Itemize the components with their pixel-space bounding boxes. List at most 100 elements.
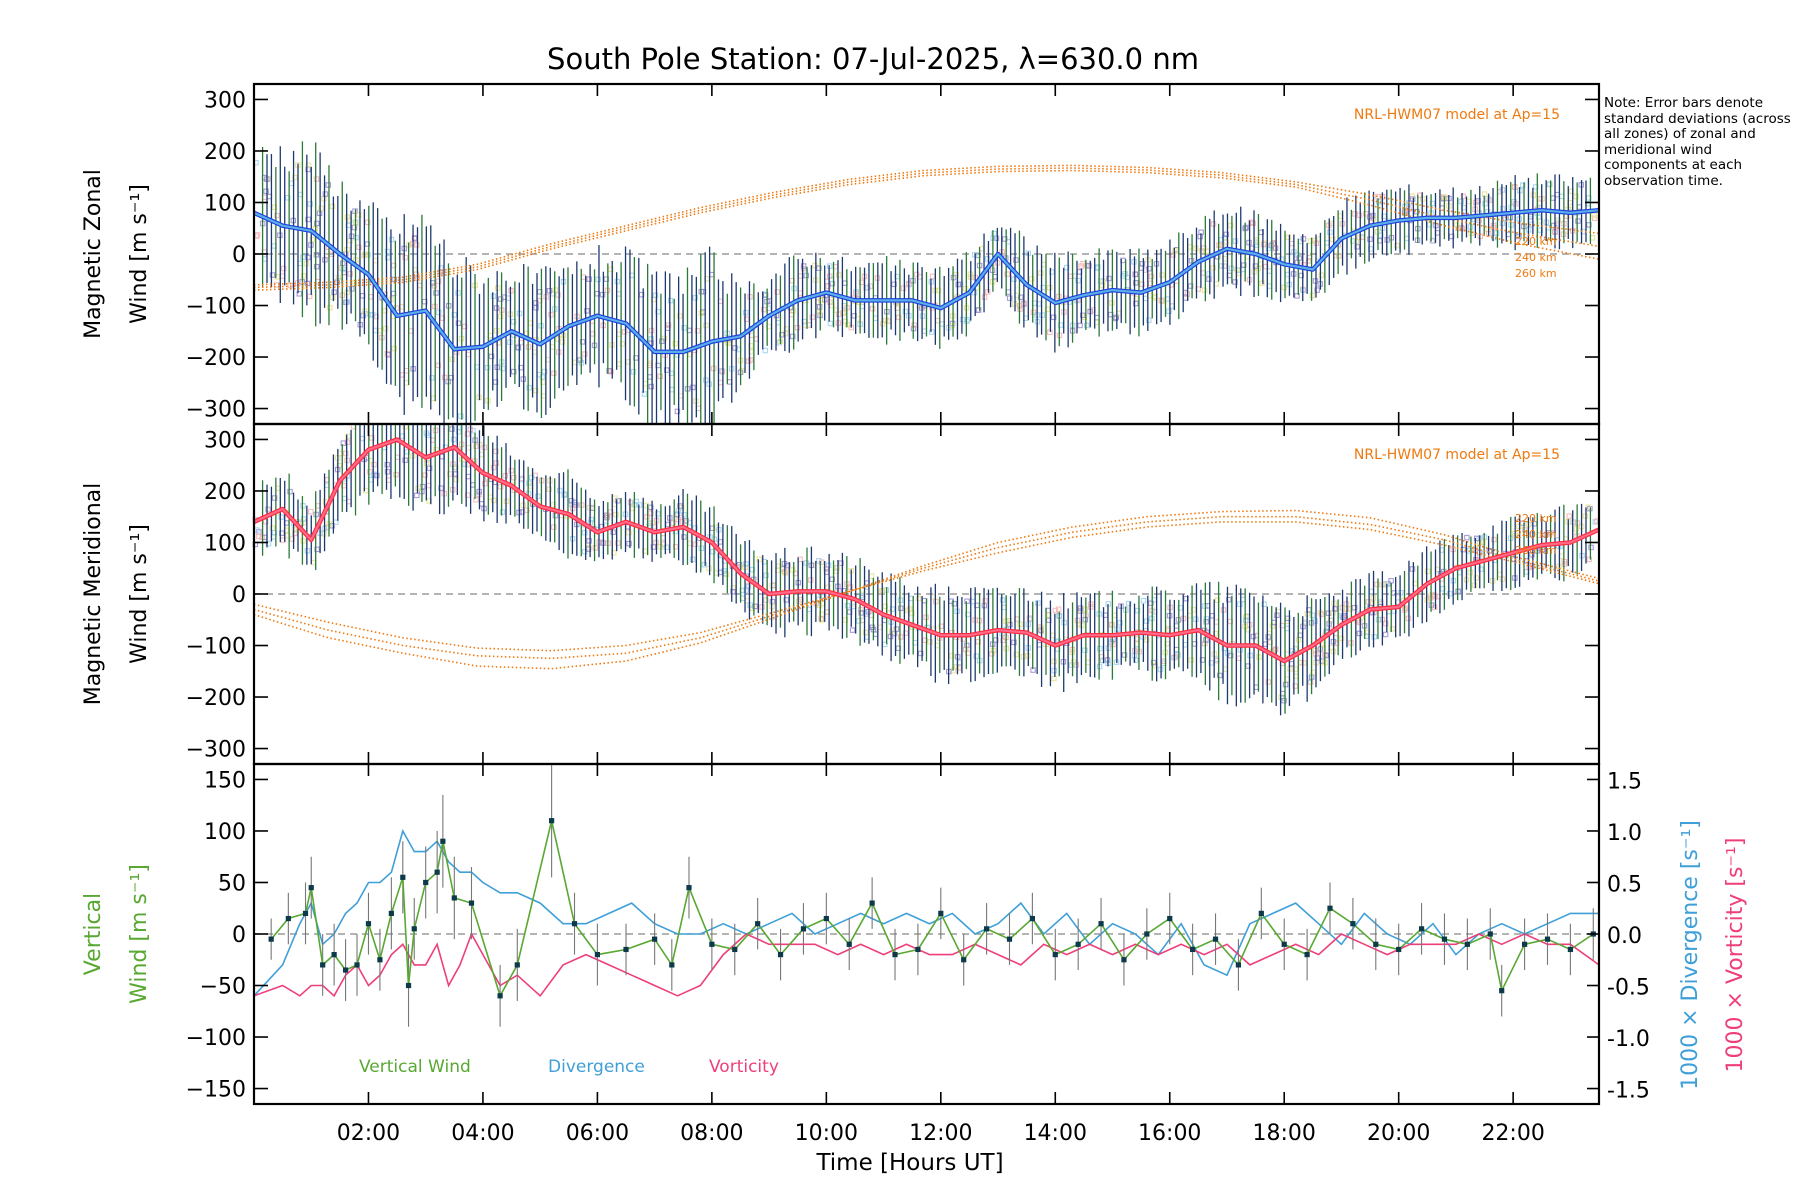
zone-sample (956, 665, 962, 671)
zone-sample (342, 450, 349, 457)
zone-sample (344, 214, 351, 220)
zone-sample (1252, 263, 1259, 269)
zone-sample (426, 465, 433, 472)
zone-sample (657, 373, 663, 380)
vertical-wind-point (1190, 946, 1196, 953)
zone-sample (1139, 281, 1145, 288)
vertical-wind-point (320, 962, 326, 968)
zone-sample (608, 369, 614, 375)
vertical-wind-point (652, 936, 658, 942)
zone-sample (1573, 526, 1580, 532)
zone-sample (745, 358, 752, 364)
zone-sample (1243, 614, 1249, 620)
zone-sample (1382, 631, 1389, 638)
zone-sample (473, 497, 479, 503)
zone-sample (451, 312, 458, 318)
zone-sample (743, 561, 749, 567)
zone-sample (615, 540, 621, 546)
zone-sample (935, 287, 942, 294)
zone-sample (816, 309, 823, 315)
zone-sample (1471, 582, 1478, 588)
zone-sample (1482, 200, 1488, 207)
right-tick-label: -1.0 (1607, 1027, 1650, 1052)
zone-sample (1125, 600, 1132, 607)
vertical-wind-line (270, 820, 1594, 998)
zone-sample (1586, 556, 1593, 563)
zone-sample (955, 281, 962, 288)
zone-sample (895, 314, 902, 321)
zone-sample (655, 511, 661, 517)
zone-sample (869, 305, 876, 312)
y-axis-label-units: Wind [m s⁻¹] (127, 524, 152, 664)
zone-sample (1431, 604, 1438, 611)
zone-sample (1319, 641, 1325, 648)
zone-sample (774, 289, 780, 295)
zone-sample (1491, 536, 1497, 543)
zone-sample (308, 508, 314, 515)
model-label: NRL-HWM07 model at Ap=15 (1354, 447, 1560, 463)
zone-sample (455, 320, 462, 326)
vertical-wind-point (400, 874, 406, 880)
vertical-wind-point (1212, 936, 1219, 942)
vertical-wind-point (1075, 941, 1081, 947)
zone-sample (689, 556, 696, 563)
zone-sample (1077, 608, 1084, 614)
zone-sample (610, 529, 616, 535)
zone-sample (1035, 600, 1041, 606)
vertical-wind-point (388, 910, 394, 916)
zone-sample (1245, 663, 1251, 669)
zone-sample (889, 628, 895, 634)
zone-sample (599, 291, 606, 298)
vertical-wind-point (268, 936, 274, 942)
zone-sample (838, 560, 844, 566)
zone-sample (973, 653, 979, 659)
panel-meridional (252, 422, 1601, 766)
zone-sample (265, 540, 272, 547)
zone-sample (438, 485, 444, 491)
zone-sample (1486, 197, 1493, 204)
zone-sample (550, 524, 557, 530)
zone-sample (844, 602, 851, 609)
vertical-wind-point (846, 941, 852, 947)
zone-sample (1480, 539, 1486, 545)
zone-sample (1214, 597, 1221, 603)
zone-sample (1225, 596, 1232, 603)
zone-sample (1232, 238, 1239, 244)
zone-sample (1261, 240, 1268, 247)
vertical-wind-point (1418, 926, 1425, 932)
zone-sample (510, 368, 517, 375)
zone-sample (1318, 272, 1325, 279)
zone-sample (1084, 322, 1090, 329)
zone-sample (464, 492, 471, 498)
panel-zonal (252, 82, 1601, 426)
zone-sample (710, 548, 716, 555)
vertical-wind-point (302, 910, 309, 916)
vertical-wind-point (440, 838, 446, 844)
vertical-wind-point (411, 926, 417, 932)
zone-sample (322, 191, 329, 197)
zone-sample (663, 367, 670, 373)
zone-sample (508, 467, 515, 474)
zone-sample (374, 472, 380, 479)
zone-sample (1013, 257, 1019, 263)
zone-sample (1535, 214, 1542, 220)
zone-sample (1206, 276, 1212, 282)
zone-sample (1499, 206, 1506, 212)
zone-sample (271, 495, 278, 501)
zone-sample (1208, 660, 1215, 666)
vertical-wind-point (354, 962, 360, 968)
zone-sample (584, 308, 590, 314)
zone-sample (1132, 657, 1139, 663)
zone-sample (304, 280, 311, 287)
vertical-wind-point (1487, 931, 1493, 937)
zone-sample (1002, 236, 1008, 242)
zone-sample (419, 483, 426, 490)
zone-sample (1374, 581, 1380, 588)
zone-sample (455, 424, 462, 431)
zone-sample (435, 362, 441, 369)
right-tick-label: 1.0 (1607, 821, 1642, 846)
vertical-wind-point (1167, 915, 1173, 922)
zone-sample (1017, 294, 1024, 301)
zone-sample (402, 457, 408, 464)
y-tick-label: −150 (186, 1078, 246, 1103)
